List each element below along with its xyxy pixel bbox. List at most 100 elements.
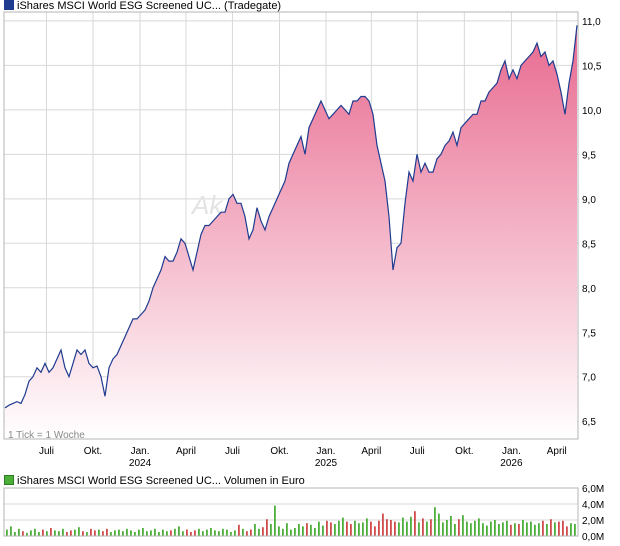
volume-bar <box>250 529 252 536</box>
volume-bar <box>386 519 388 536</box>
volume-bar <box>430 519 432 536</box>
price-x-year-label: 2026 <box>500 458 523 469</box>
volume-bar <box>530 521 532 536</box>
volume-bar <box>166 531 168 536</box>
volume-bar <box>142 528 144 536</box>
volume-bar <box>562 520 564 536</box>
price-area <box>5 25 577 440</box>
volume-bar <box>114 530 116 536</box>
volume-bar <box>210 528 212 536</box>
price-y-tick-label: 10,0 <box>582 106 602 117</box>
volume-bar <box>54 530 56 536</box>
volume-bar <box>382 513 384 536</box>
volume-bar <box>106 528 108 536</box>
volume-bar <box>534 524 536 536</box>
volume-bar <box>566 526 568 536</box>
volume-bar <box>314 528 316 536</box>
volume-bar <box>282 528 284 536</box>
price-x-tick-label: Juli <box>410 446 425 457</box>
volume-bar <box>178 526 180 536</box>
volume-bar <box>510 524 512 536</box>
tick-interval-note: 1 Tick = 1 Woche <box>8 430 85 441</box>
volume-bar <box>526 522 528 536</box>
price-chart-legend: iShares MSCI World ESG Screened UC... (T… <box>4 0 281 12</box>
volume-bar <box>62 528 64 536</box>
volume-bars <box>6 505 576 536</box>
volume-bar <box>46 531 48 536</box>
volume-y-tick-label: 4,0M <box>582 500 604 511</box>
volume-bar <box>350 524 352 536</box>
volume-bar <box>154 528 156 536</box>
volume-bar <box>22 531 24 536</box>
volume-bar <box>550 519 552 536</box>
price-x-tick-label: Jan. <box>502 446 521 457</box>
volume-bar <box>358 523 360 536</box>
volume-bar <box>478 518 480 536</box>
volume-bar <box>422 518 424 536</box>
volume-bar <box>274 505 276 536</box>
volume-bar <box>398 522 400 536</box>
volume-bar <box>42 529 44 536</box>
volume-bar <box>462 515 464 536</box>
volume-bar <box>426 521 428 536</box>
volume-bar <box>234 530 236 536</box>
volume-bar <box>418 522 420 536</box>
price-x-tick-label: Jan. <box>131 446 150 457</box>
price-y-tick-label: 10,5 <box>582 61 602 72</box>
volume-bar <box>362 522 364 536</box>
volume-bar <box>138 529 140 536</box>
volume-bar <box>406 521 408 536</box>
volume-bar <box>374 526 376 536</box>
volume-bar <box>310 524 312 536</box>
volume-bar <box>394 521 396 536</box>
volume-bar <box>338 520 340 536</box>
volume-bar <box>98 529 100 536</box>
price-x-year-label: 2025 <box>315 458 338 469</box>
volume-plot-frame <box>3 487 579 537</box>
volume-bar <box>450 516 452 536</box>
price-x-tick-label: April <box>176 446 196 457</box>
volume-bar <box>574 524 576 536</box>
volume-bar <box>198 528 200 536</box>
volume-bar <box>290 529 292 536</box>
volume-bar <box>194 530 196 536</box>
volume-bar <box>6 529 8 536</box>
volume-bar <box>14 532 16 536</box>
volume-bar <box>518 524 520 536</box>
volume-bar <box>414 511 416 536</box>
volume-bar <box>318 521 320 536</box>
volume-bar <box>258 528 260 536</box>
volume-bar <box>342 517 344 536</box>
volume-bar <box>86 532 88 536</box>
volume-bar <box>490 521 492 536</box>
volume-bar <box>50 528 52 536</box>
volume-bar <box>230 532 232 536</box>
price-x-tick-label: Jan. <box>317 446 336 457</box>
volume-bar <box>206 529 208 536</box>
volume-bar <box>82 531 84 536</box>
volume-bar <box>410 516 412 536</box>
price-y-tick-label: 11,0 <box>582 17 601 28</box>
volume-bar <box>506 520 508 536</box>
price-legend-label: iShares MSCI World ESG Screened UC... (T… <box>17 0 282 12</box>
price-y-tick-label: 9,5 <box>582 150 596 161</box>
volume-bar <box>458 519 460 536</box>
volume-bar <box>186 529 188 536</box>
volume-bar <box>542 520 544 536</box>
volume-bar <box>482 523 484 536</box>
volume-bar <box>158 532 160 536</box>
volume-bar <box>218 531 220 536</box>
volume-bar <box>346 521 348 536</box>
volume-bar <box>262 527 264 536</box>
volume-bar <box>278 526 280 536</box>
price-x-year-label: 2024 <box>129 458 152 469</box>
volume-bar <box>202 531 204 536</box>
volume-chart-legend: iShares MSCI World ESG Screened UC... Vo… <box>4 475 305 487</box>
volume-bar <box>302 526 304 536</box>
price-y-axis: 6,5 7,0 7,5 8,0 8,5 9,0 9,5 10,0 10,5 11,0 <box>582 17 602 428</box>
volume-bar <box>74 529 76 536</box>
price-x-tick-label: Juli <box>39 446 54 457</box>
volume-bar <box>366 518 368 536</box>
volume-bar <box>470 523 472 536</box>
volume-y-tick-label: 0,0M <box>582 532 604 543</box>
